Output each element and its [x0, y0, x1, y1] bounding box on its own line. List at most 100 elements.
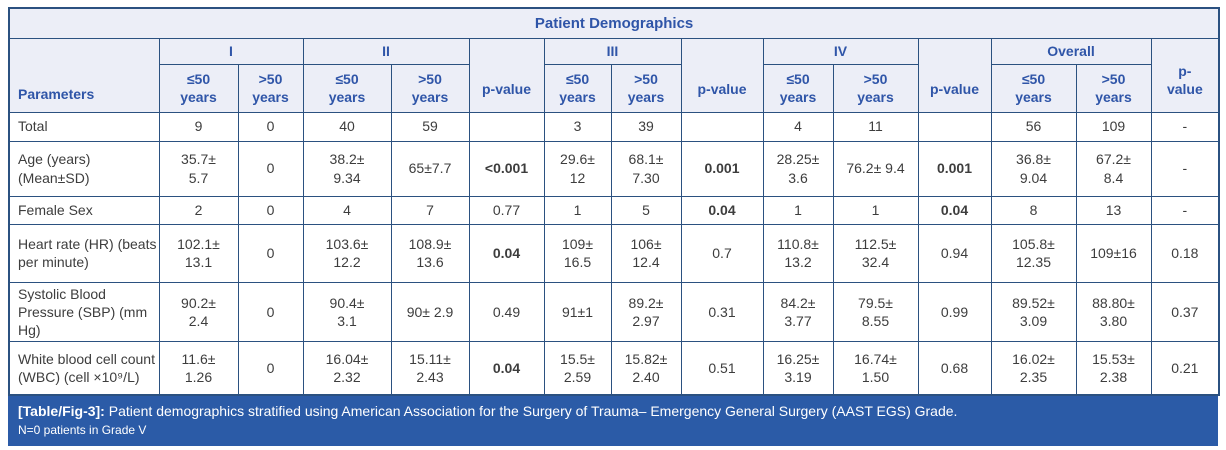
row-parameter-label: Systolic Blood Pressure (SBP) (mm Hg) — [8, 281, 160, 343]
table-cell: 0.37 — [1150, 281, 1220, 343]
table-cell: 56 — [990, 111, 1077, 142]
table-cell: 0.68 — [917, 341, 992, 396]
table-cell: 16.02± 2.35 — [990, 341, 1077, 396]
table-cell: 16.04± 2.32 — [302, 341, 392, 396]
group-header-grade-2: II — [302, 37, 470, 65]
table-cell: 89.2± 2.97 — [610, 281, 682, 343]
table-cell: 0.04 — [917, 195, 992, 225]
table-cell — [468, 111, 545, 142]
table-cell: 38.2± 9.34 — [302, 140, 392, 197]
table-cell: 68.1± 7.30 — [610, 140, 682, 197]
group-header-overall: Overall — [990, 37, 1152, 65]
table-cell: 0.04 — [468, 223, 545, 283]
table-header: Patient Demographics Parameters I II p-v… — [8, 7, 1220, 113]
subheader-le50: ≤50 years — [302, 63, 392, 113]
table-cell: 1 — [832, 195, 919, 225]
table-cell: 109 — [1075, 111, 1152, 142]
table-cell: 2 — [158, 195, 239, 225]
table-cell: 59 — [390, 111, 470, 142]
table-cell: 7 — [390, 195, 470, 225]
table-title: Patient Demographics — [8, 7, 1220, 39]
patient-demographics-table: Patient Demographics Parameters I II p-v… — [8, 7, 1221, 396]
table-cell: 1 — [762, 195, 834, 225]
table-cell: 0.77 — [468, 195, 545, 225]
table-cell: 0.001 — [680, 140, 764, 197]
table-cell: 0.31 — [680, 281, 764, 343]
table-cell: 88.80± 3.80 — [1075, 281, 1152, 343]
table-cell: 0.49 — [468, 281, 545, 343]
table-cell: 91±1 — [543, 281, 612, 343]
row-parameter-label: Age (years) (Mean±SD) — [8, 140, 160, 197]
caption-tag: [Table/Fig-3]: — [18, 402, 105, 419]
table-cell: 109±16 — [1075, 223, 1152, 283]
pvalue-column-header: p- value — [1150, 37, 1220, 113]
group-header-grade-3: III — [543, 37, 682, 65]
table-cell: 8 — [990, 195, 1077, 225]
table-cell: 0 — [237, 111, 304, 142]
table-cell: 0 — [237, 341, 304, 396]
table-cell: 11 — [832, 111, 919, 142]
table-cell: 0.51 — [680, 341, 764, 396]
table-cell — [680, 111, 764, 142]
column-group-row: Parameters I II p-value III p-value IV p… — [8, 37, 1220, 113]
caption-note: N=0 patients in Grade V — [18, 423, 147, 438]
table-cell: 0 — [237, 195, 304, 225]
table-row: Systolic Blood Pressure (SBP) (mm Hg) 90.… — [8, 281, 1220, 343]
subheader-gt50: >50 years — [610, 63, 682, 113]
table-cell: 0.04 — [680, 195, 764, 225]
subheader-gt50: >50 years — [1075, 63, 1152, 113]
pvalue-column-header: p-value — [917, 37, 992, 113]
table-row: Female Sex 2 0 4 7 0.77 1 5 0.04 1 1 0.04 8 13- — [8, 195, 1220, 225]
table-cell: 0.7 — [680, 223, 764, 283]
table-cell: 84.2± 3.77 — [762, 281, 834, 343]
table-cell: 90.2± 2.4 — [158, 281, 239, 343]
table-cell: 13 — [1075, 195, 1152, 225]
subheader-gt50: >50 years — [832, 63, 919, 113]
figure-caption: [Table/Fig-3]: Patient demographics stra… — [8, 395, 1218, 446]
table-cell: - — [1150, 111, 1220, 142]
table-cell: 9 — [158, 111, 239, 142]
table-cell: 90.4± 3.1 — [302, 281, 392, 343]
caption-text: Patient demographics stratified using Am… — [108, 402, 958, 419]
subheader-gt50: >50 years — [390, 63, 470, 113]
table-cell: - — [1150, 195, 1220, 225]
subheader-le50: ≤50 years — [762, 63, 834, 113]
table-cell: 0.99 — [917, 281, 992, 343]
table-cell: 76.2± 9.4 — [832, 140, 919, 197]
table-cell: 15.82± 2.40 — [610, 341, 682, 396]
table-cell: 4 — [762, 111, 834, 142]
table-cell: 0.18 — [1150, 223, 1220, 283]
table-cell: 0 — [237, 223, 304, 283]
group-header-grade-1: I — [158, 37, 304, 65]
pvalue-column-header: p-value — [680, 37, 764, 113]
row-parameter-label: Total — [8, 111, 160, 142]
table-cell: 15.5± 2.59 — [543, 341, 612, 396]
table-cell: 0.21 — [1150, 341, 1220, 396]
table-cell: 11.6± 1.26 — [158, 341, 239, 396]
group-header-grade-4: IV — [762, 37, 919, 65]
table-row: White blood cell count (WBC) (cell ×10⁹/… — [8, 341, 1220, 396]
table-cell: - — [1150, 140, 1220, 197]
table-figure: Patient Demographics Parameters I II p-v… — [8, 7, 1221, 446]
parameters-column-header: Parameters — [8, 37, 160, 113]
table-cell: 106± 12.4 — [610, 223, 682, 283]
row-parameter-label: White blood cell count (WBC) (cell ×10⁹/… — [8, 341, 160, 396]
table-cell: 0.001 — [917, 140, 992, 197]
table-cell: 0 — [237, 281, 304, 343]
table-cell: 0.94 — [917, 223, 992, 283]
table-cell: 36.8± 9.04 — [990, 140, 1077, 197]
caption-line: [Table/Fig-3]: Patient demographics stra… — [18, 402, 1208, 421]
table-cell: 35.7± 5.7 — [158, 140, 239, 197]
table-title-row: Patient Demographics — [8, 7, 1220, 39]
subcolumn-row: ≤50 years >50 years ≤50 years >50 years … — [9, 63, 1219, 113]
table-cell: 108.9± 13.6 — [390, 223, 470, 283]
row-parameter-label: Female Sex — [8, 195, 160, 225]
subheader-le50: ≤50 years — [158, 63, 239, 113]
table-cell: 67.2± 8.4 — [1075, 140, 1152, 197]
table-cell: 40 — [302, 111, 392, 142]
row-parameter-label: Heart rate (HR) (beats per minute) — [8, 223, 160, 283]
subheader-le50: ≤50 years — [990, 63, 1077, 113]
table-cell: 105.8± 12.35 — [990, 223, 1077, 283]
table-body: Total 9 0 40 59 3 39 4 11 56 109- Age (years) (Mean… — [8, 111, 1220, 396]
subheader-le50: ≤50 years — [543, 63, 612, 113]
